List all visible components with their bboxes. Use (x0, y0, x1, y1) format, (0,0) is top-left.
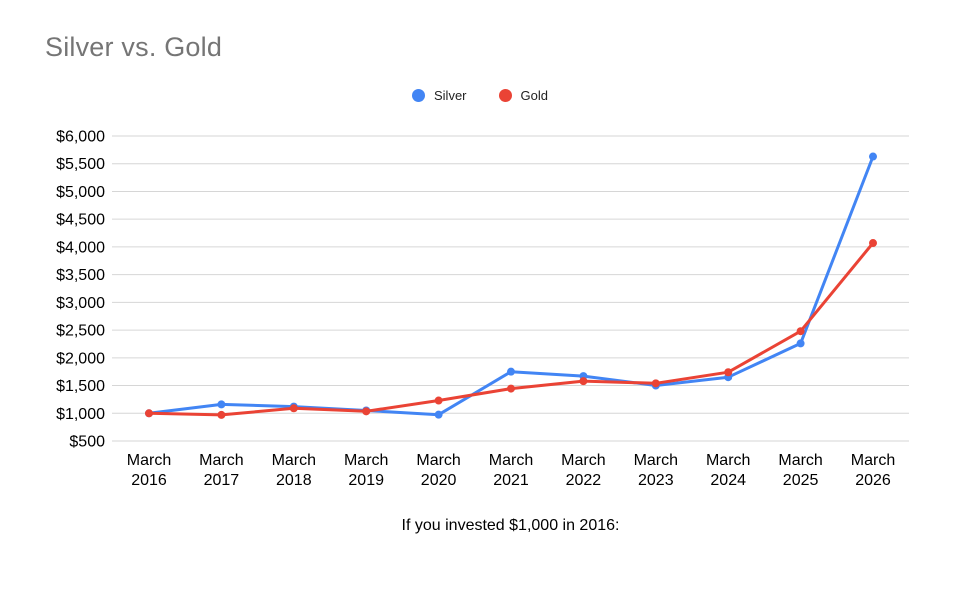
data-point-gold (362, 407, 371, 416)
y-tick-label: $3,500 (56, 267, 105, 284)
x-tick-label: March 2020 (416, 452, 460, 489)
x-tick-label: March 2017 (199, 452, 243, 489)
data-point-gold (724, 368, 733, 377)
data-point-gold (289, 404, 298, 413)
data-point-silver (507, 367, 515, 376)
data-point-gold (796, 327, 805, 336)
x-tick-label: March 2022 (561, 452, 605, 489)
chart-title: Silver vs. Gold (45, 32, 223, 62)
data-point-gold (434, 396, 443, 405)
x-tick-label: March 2026 (851, 452, 895, 489)
data-point-silver (434, 410, 443, 419)
legend-dot-gold (498, 89, 512, 102)
legend-label: Gold (520, 88, 548, 103)
x-tick-label: March 2019 (344, 452, 388, 489)
y-tick-label: $5,000 (56, 184, 105, 201)
data-point-silver (217, 400, 226, 409)
x-axis-tick-labels: March 2016 March 2017 March 2018 March 2019 Marc… (127, 452, 895, 489)
y-tick-label: $2,000 (56, 350, 105, 367)
y-tick-label: $500 (69, 434, 105, 451)
series-points-silver (145, 152, 877, 419)
series-line-silver (147, 155, 875, 417)
x-tick-label: March 2023 (634, 452, 678, 489)
data-point-silver (796, 339, 805, 348)
data-point-gold (579, 377, 588, 386)
y-tick-label: $6,000 (56, 129, 105, 146)
x-tick-label: March 2025 (778, 452, 822, 489)
x-tick-label: March 2024 (706, 452, 750, 489)
y-axis-tick-labels: $6,000 $5,500 $5,000 $4,500 $4,000 $3,500 $3,0… (56, 129, 105, 451)
data-point-gold (869, 239, 877, 248)
data-point-gold (145, 409, 153, 418)
y-tick-label: $1,000 (56, 406, 105, 423)
series-points-gold (145, 239, 877, 419)
data-point-gold (217, 410, 226, 419)
y-tick-label: $5,500 (56, 156, 105, 173)
legend-dot-silver (412, 89, 425, 102)
y-tick-label: $2,500 (56, 323, 105, 340)
x-tick-label: March 2018 (272, 452, 316, 489)
legend-item-gold: Gold (498, 88, 548, 103)
data-point-gold (651, 379, 660, 388)
y-tick-label: $4,000 (56, 239, 105, 256)
y-tick-label: $4,500 (56, 212, 105, 229)
y-tick-label: $1,500 (56, 378, 105, 395)
chart-legend: Silver Gold (0, 88, 960, 103)
gridlines (112, 135, 909, 442)
y-tick-label: $3,000 (56, 295, 105, 312)
chart-caption: If you invested $1,000 in 2016: (401, 517, 620, 534)
data-point-silver (869, 152, 877, 161)
data-point-gold (507, 384, 515, 393)
legend-item-silver: Silver (412, 88, 467, 103)
x-tick-label: March 2021 (489, 452, 533, 489)
x-tick-label: March 2016 (127, 452, 171, 489)
legend-label: Silver (434, 88, 467, 103)
